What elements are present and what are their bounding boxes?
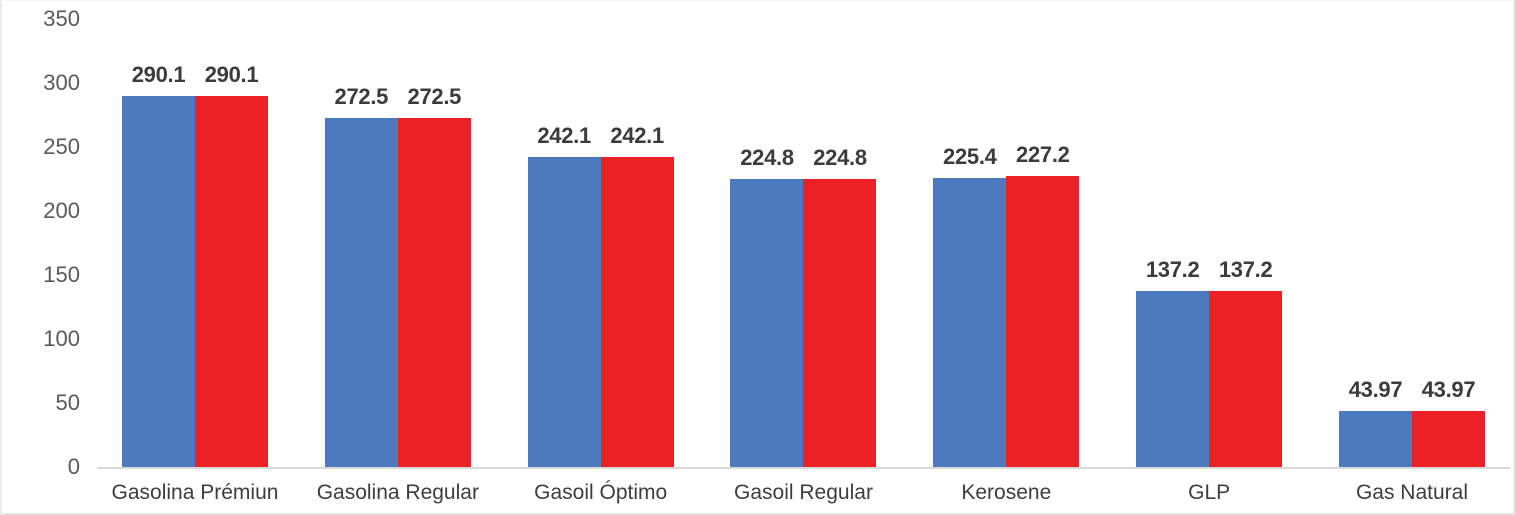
y-axis-tick-label: 50 bbox=[55, 390, 80, 415]
y-axis-tick-label: 0 bbox=[67, 454, 80, 479]
data-label: 290.1 bbox=[131, 61, 186, 87]
data-label: 242.1 bbox=[610, 123, 664, 149]
data-label: 290.1 bbox=[204, 61, 259, 87]
y-axis-tick-label: 200 bbox=[43, 198, 80, 223]
category-label: Gasolina Regular bbox=[316, 481, 479, 504]
category-label: Gasolina Prémiun bbox=[111, 481, 279, 504]
data-label: 224.8 bbox=[813, 145, 867, 171]
data-label: 43.97 bbox=[1421, 376, 1476, 402]
bar-series-blue bbox=[1338, 410, 1412, 467]
data-label: 43.97 bbox=[1348, 376, 1403, 402]
bar-series-blue bbox=[933, 178, 1007, 467]
category-label: Gasoil Óptimo bbox=[534, 481, 668, 504]
y-axis-tick-label: 350 bbox=[43, 6, 80, 31]
bar-series-blue bbox=[122, 95, 195, 467]
category-label: Kerosene bbox=[961, 481, 1052, 504]
bar-series-blue bbox=[324, 118, 398, 467]
bar-series-red bbox=[600, 157, 674, 467]
data-label: 242.1 bbox=[537, 123, 591, 149]
bar-series-blue bbox=[1136, 291, 1210, 467]
y-axis-tick-label: 250 bbox=[43, 134, 80, 159]
category-label: Gas Natural bbox=[1355, 481, 1468, 504]
bar-series-red bbox=[195, 95, 268, 467]
bar-series-red bbox=[1006, 176, 1080, 467]
data-label: 272.5 bbox=[334, 84, 389, 110]
y-axis-tick-label: 300 bbox=[43, 70, 80, 95]
data-label: 137.2 bbox=[1218, 257, 1273, 283]
y-axis-tick-label: 100 bbox=[43, 326, 80, 351]
bar-series-blue bbox=[730, 179, 804, 467]
bar-series-red bbox=[1209, 291, 1283, 467]
category-label: GLP bbox=[1188, 481, 1231, 504]
data-label: 225.4 bbox=[943, 144, 997, 170]
data-label: 224.8 bbox=[740, 145, 794, 171]
data-label: 227.2 bbox=[1016, 142, 1070, 168]
data-label: 137.2 bbox=[1145, 257, 1200, 283]
bar-series-blue bbox=[527, 157, 601, 467]
data-label: 272.5 bbox=[407, 84, 462, 110]
category-label: Gasoil Regular bbox=[734, 481, 873, 504]
y-axis-tick-label: 150 bbox=[43, 262, 80, 287]
x-axis-line bbox=[97, 467, 1510, 469]
bar-series-red bbox=[1411, 410, 1485, 467]
bar-series-red bbox=[397, 118, 471, 467]
bar-series-red bbox=[803, 179, 877, 467]
